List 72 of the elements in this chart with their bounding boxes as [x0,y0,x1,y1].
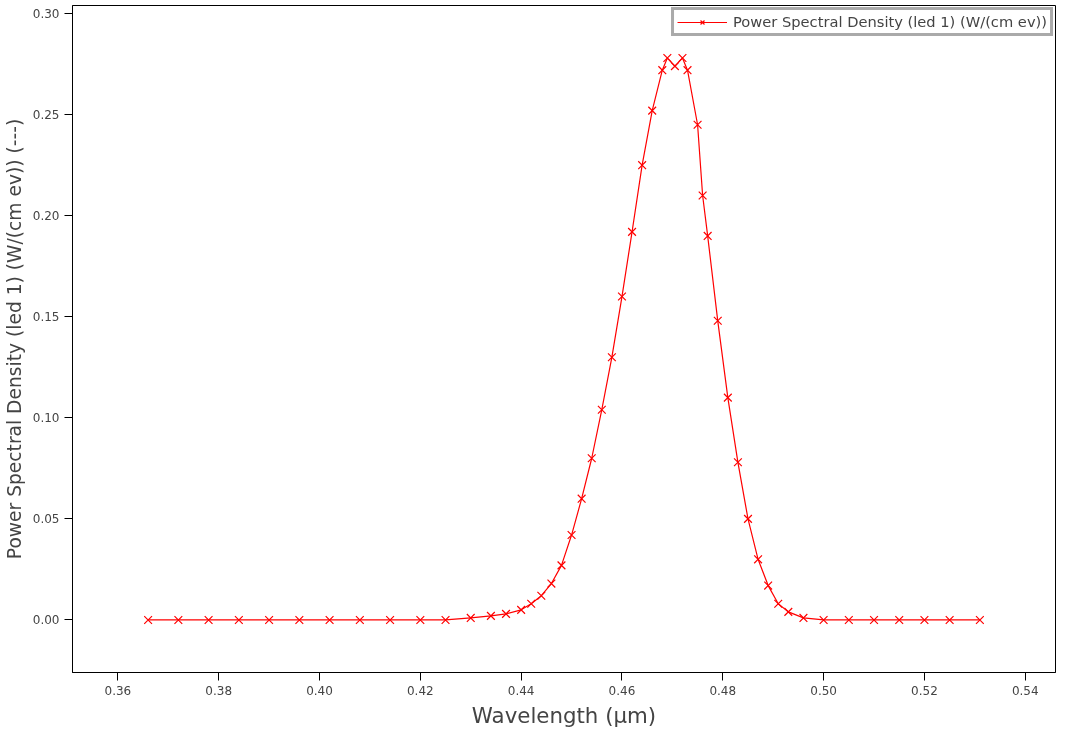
point [546,579,556,589]
point [713,316,723,326]
point [683,65,692,75]
point [637,160,647,170]
x-tick-label: 0.52 [911,683,938,698]
point [753,554,763,564]
point [441,615,451,625]
point [733,457,743,467]
point [486,611,496,621]
point [919,615,929,625]
point [647,106,657,116]
point [516,605,526,615]
point [819,615,829,625]
point [894,615,904,625]
y-tick-label: 0.00 [32,613,60,628]
point [662,53,672,63]
point [657,65,667,75]
point [587,453,597,463]
x-tick-label: 0.48 [709,683,737,698]
point [703,231,713,241]
point [294,615,304,625]
y-tick-label: 0.10 [32,411,60,426]
point [597,405,607,415]
point [945,615,955,625]
point [698,191,708,200]
point [743,514,753,524]
x-tick-label: 0.36 [104,683,132,698]
y-axis-title: Power Spectral Density (led 1) (W/(cm ev)) (---) [3,118,25,560]
point [693,120,703,130]
point [577,494,587,504]
point [385,615,395,625]
point [501,609,511,619]
point [556,560,566,570]
legend-label: Power Spectral Density (led 1) (W/(cm ev)) [733,13,1047,30]
point [607,352,617,362]
point [355,615,365,625]
y-tick-label: 0.20 [32,209,60,224]
point [234,615,244,625]
point [798,613,808,623]
point [526,599,536,609]
point [173,615,183,625]
y-tick-label: 0.05 [32,512,60,527]
x-tick-label: 0.46 [608,683,636,698]
point [723,393,733,403]
point [466,613,476,623]
point [415,615,425,625]
x-tick-label: 0.38 [205,683,233,698]
x-axis-title: Wavelength (µm) [471,702,657,728]
point [264,615,274,625]
y-tick-label: 0.25 [32,108,60,123]
point [536,591,546,601]
point [975,615,985,625]
x-tick-label: 0.54 [1011,683,1039,698]
point [617,292,627,302]
point [783,607,793,617]
x-tick-label: 0.40 [306,683,333,698]
x-tick-label: 0.42 [406,683,434,698]
y-tick-label: 0.30 [32,7,60,22]
point [143,615,153,625]
point [627,227,637,237]
point [773,599,783,609]
point [844,615,854,625]
point [325,615,335,625]
point [204,615,214,625]
y-tick-label: 0.15 [32,310,60,325]
point [869,615,879,625]
point [677,53,687,63]
point [763,581,773,591]
point [567,530,577,540]
point [670,61,680,71]
x-tick-label: 0.44 [507,683,535,698]
x-tick-label: 0.50 [810,683,837,698]
